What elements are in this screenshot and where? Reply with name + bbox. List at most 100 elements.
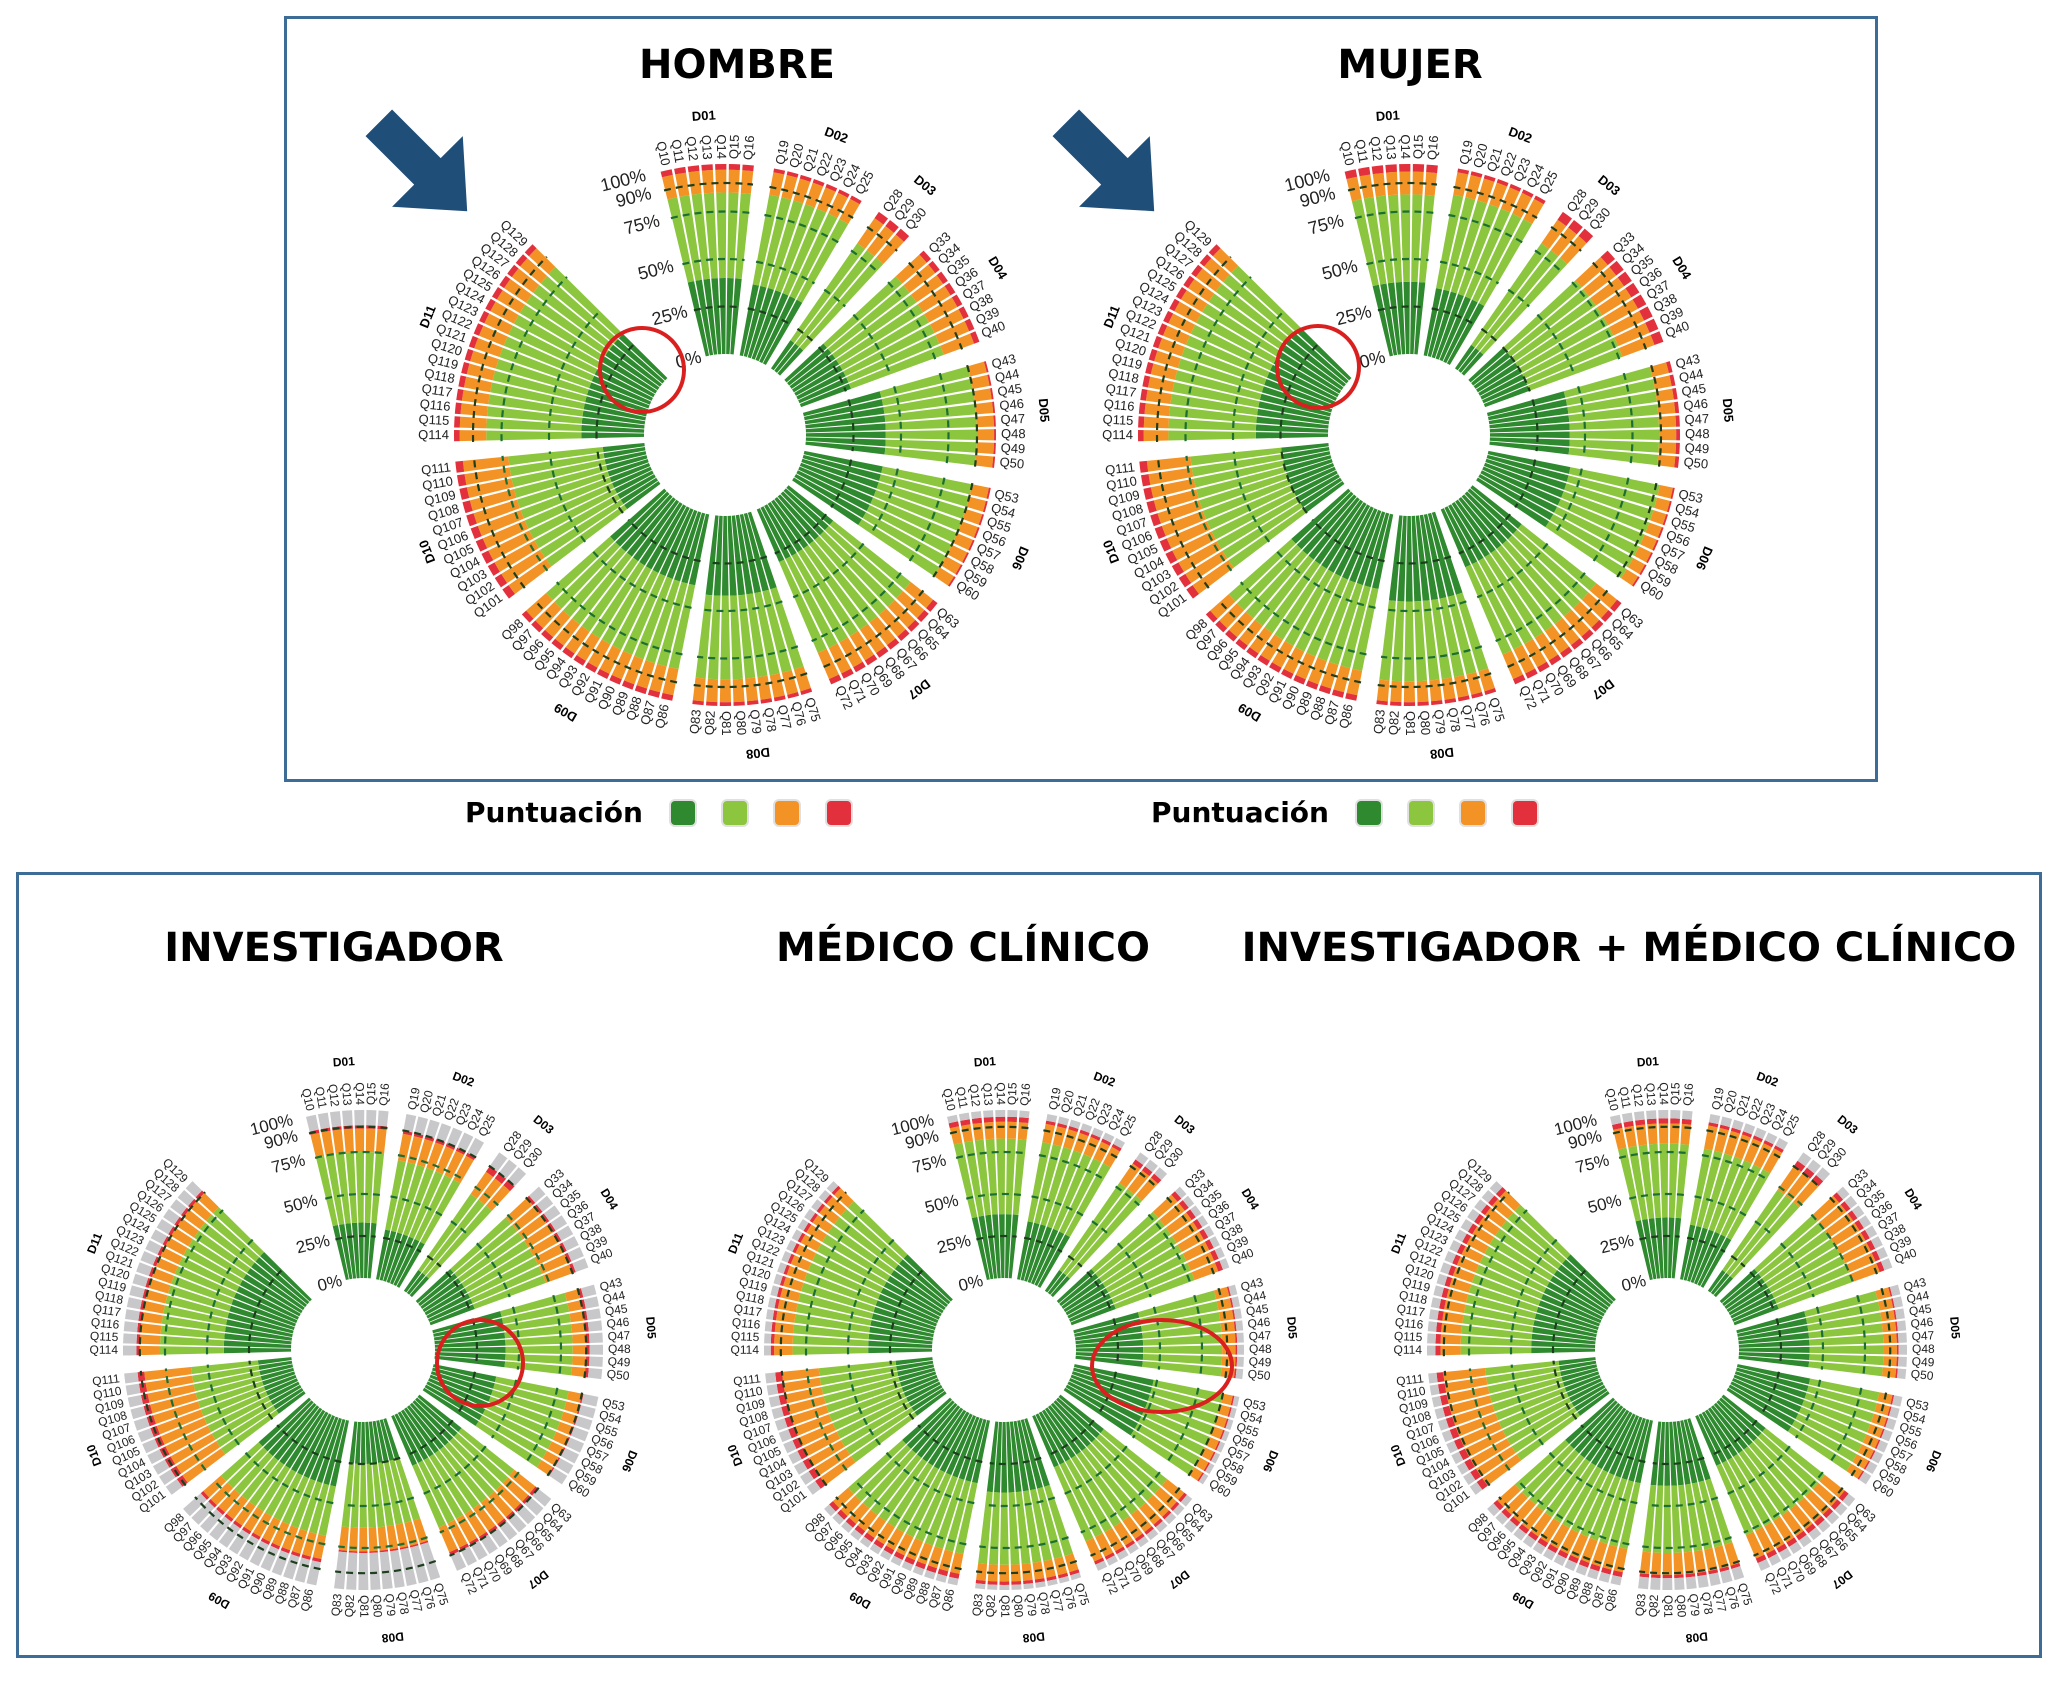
bar-segment-gray (239, 1535, 260, 1561)
bar-segment-orange (478, 1178, 502, 1205)
bar-segment-light-green (1565, 379, 1655, 406)
domain-label: D04 (598, 1186, 622, 1212)
bar-segment-red (497, 1518, 507, 1527)
bar-segment-red (168, 1226, 177, 1237)
bar-segment-red (1730, 1562, 1741, 1569)
question-label: Q116 (90, 1315, 120, 1332)
bar-segment-dark-green (1020, 1222, 1040, 1281)
bar-segment-orange (1017, 1122, 1029, 1140)
bar-segment-red (853, 661, 866, 673)
bar-segment-red (893, 1551, 905, 1561)
bar-segment-dark-green (1602, 1413, 1636, 1473)
bar-segment-dark-green (310, 1416, 339, 1481)
question-label: Q16 (1680, 1082, 1696, 1106)
bar-segment-orange (1228, 611, 1254, 638)
domain-label: D05 (1036, 398, 1053, 423)
bar-segment-red (992, 401, 996, 414)
bar-segment-dark-green (1045, 1407, 1081, 1455)
bar-segment-orange (1683, 1551, 1695, 1575)
bar-segment-light-green (241, 1456, 279, 1501)
bar-segment-red (1403, 702, 1416, 706)
question-label: Q86 (652, 703, 672, 730)
bar-segment-dark-green (1397, 515, 1407, 602)
bar-segment-red (162, 1236, 171, 1246)
legend-hombre: Puntuación (465, 796, 859, 829)
bar-segment-light-green (770, 587, 804, 670)
bar-segment-red (1822, 1507, 1834, 1519)
bar-segment-light-green (434, 1450, 480, 1509)
gridline-50 (244, 1451, 334, 1505)
bar-segment-light-green (290, 1478, 316, 1529)
bar-segment-light-green (197, 1381, 264, 1409)
bar-segment-dark-green (1672, 1421, 1684, 1486)
bar-segment-light-green (418, 1193, 478, 1273)
gridline-25 (1377, 305, 1424, 312)
bar-segment-orange (781, 175, 798, 200)
bar-segment-red (1143, 487, 1154, 500)
bar-segment-gray (1720, 1116, 1733, 1128)
gridline-75 (314, 1150, 386, 1159)
bar-segment-orange (1441, 1322, 1463, 1334)
bar-segment-light-green (486, 418, 582, 432)
bar-segment-dark-green (880, 1287, 941, 1320)
gridline-50 (1628, 1192, 1685, 1200)
bar-segment-red (1802, 1167, 1815, 1179)
bar-segment-red (958, 306, 969, 319)
bar-segment-dark-green (285, 1409, 326, 1469)
gridline-25 (989, 1456, 1042, 1466)
bar-segment-orange (1466, 671, 1482, 695)
bar-segment-dark-green (433, 1325, 505, 1341)
bar-segment-orange (1042, 1123, 1055, 1144)
bar-segment-dark-green (273, 1405, 320, 1461)
bar-segment-gray (389, 1549, 405, 1588)
bar-segment-gray (880, 1549, 892, 1561)
bar-segment-dark-green (868, 1340, 933, 1349)
bar-segment-light-green (883, 391, 975, 414)
highlight-circle-investigador (435, 1318, 525, 1408)
question-label: Q53 (993, 486, 1020, 506)
bar-segment-red (863, 1532, 875, 1543)
bar-segment-orange (564, 1289, 581, 1302)
bar-segment-dark-green (1255, 424, 1329, 433)
bar-segment-light-green (426, 1205, 492, 1279)
question-label: Q76 (789, 700, 810, 728)
bar-segment-gray (1754, 1127, 1767, 1140)
gridline-90 (949, 1125, 1029, 1135)
bar-segment-red (1890, 1394, 1895, 1405)
bar-segment-dark-green (1733, 1304, 1779, 1326)
bar-segment-gray (524, 1497, 544, 1516)
bar-segment-dark-green (703, 278, 718, 355)
bar-segment-light-green (1012, 1139, 1027, 1215)
bar-segment-gray (1237, 1344, 1244, 1355)
bar-segment-gray (123, 1321, 139, 1333)
bar-segment-light-green (249, 1461, 285, 1507)
bar-segment-light-green (679, 195, 702, 281)
bar-segment-dark-green (1296, 491, 1354, 550)
domain-label: D04 (1239, 1186, 1263, 1212)
bar-segment-light-green (1215, 283, 1290, 344)
bar-segment-orange (794, 1414, 833, 1436)
bar-segment-light-green (503, 1313, 571, 1332)
bar-segment-light-green (1642, 1484, 1657, 1553)
gridline-75 (854, 1479, 967, 1546)
bar-segment-gray (764, 1345, 771, 1356)
gridline-25 (1279, 446, 1308, 514)
bar-segment-dark-green (965, 1419, 987, 1482)
bar-segment-orange (1497, 1484, 1521, 1507)
bar-segment-orange (494, 540, 539, 572)
bar-segment-orange (1052, 1126, 1067, 1147)
bar-segment-dark-green (1403, 281, 1410, 355)
bar-segment-gray (1685, 1576, 1697, 1590)
bar-segment-dark-green (1059, 1273, 1099, 1307)
bar-segment-orange (1122, 1515, 1143, 1540)
bar-segment-gray (850, 1529, 863, 1541)
bar-segment-light-green (513, 314, 601, 368)
bar-segment-orange (1249, 627, 1273, 654)
bar-segment-light-green (1507, 288, 1590, 357)
domain-label: D11 (416, 303, 438, 330)
bar-segment-red (895, 228, 910, 242)
bar-segment-light-green (539, 499, 624, 558)
bar-segment-light-green (1808, 1323, 1883, 1339)
bar-segment-dark-green (1074, 1318, 1141, 1337)
bar-segment-light-green (216, 1405, 276, 1448)
